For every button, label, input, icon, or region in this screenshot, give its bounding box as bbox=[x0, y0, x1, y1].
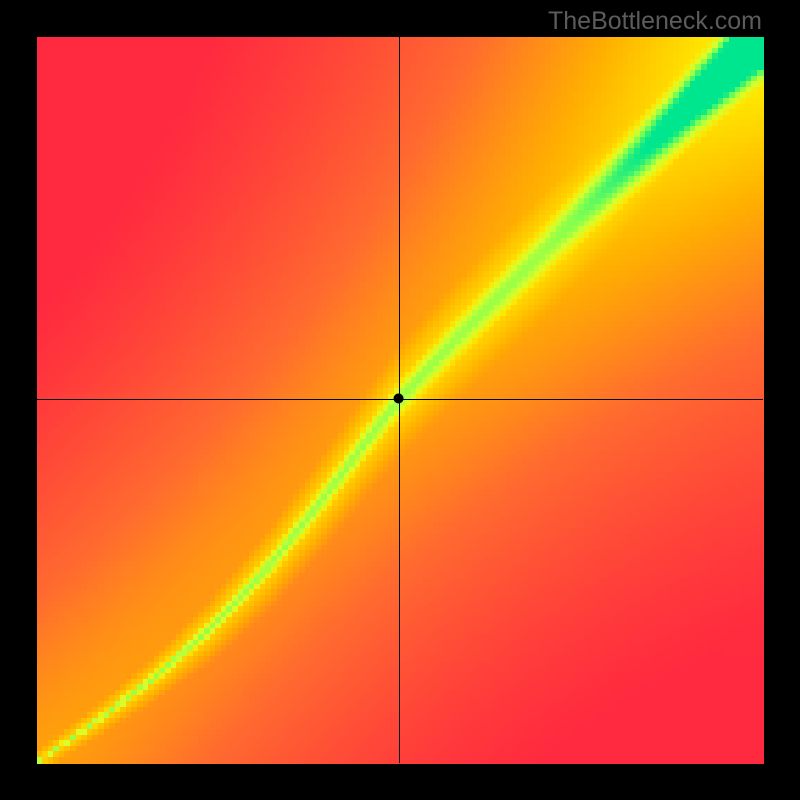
plot-container: TheBottleneck.com bbox=[0, 0, 800, 800]
bottleneck-heatmap bbox=[0, 0, 800, 800]
